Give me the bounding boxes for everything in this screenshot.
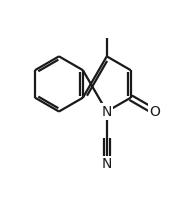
Text: O: O bbox=[149, 104, 160, 119]
Text: N: N bbox=[102, 157, 112, 171]
Text: N: N bbox=[102, 104, 112, 119]
